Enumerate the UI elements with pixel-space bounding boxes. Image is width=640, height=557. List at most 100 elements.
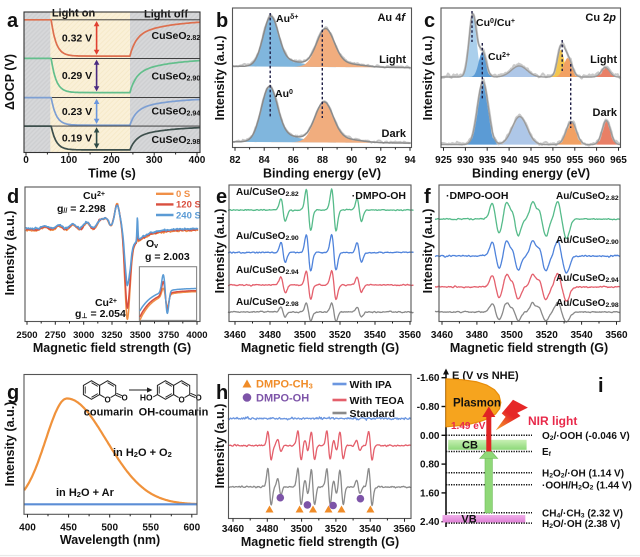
svg-text:Ef: Ef	[542, 447, 552, 458]
svg-text:Au/CuSeO2.90: Au/CuSeO2.90	[236, 231, 299, 242]
svg-text:Intensity (a.u.): Intensity (a.u.)	[421, 36, 435, 121]
svg-text:100: 100	[60, 155, 77, 166]
svg-text:VB: VB	[461, 514, 476, 526]
svg-text:4000: 4000	[186, 330, 207, 341]
svg-text:Cu2+: Cu2+	[488, 51, 510, 63]
svg-text:Magnetic field strength (G): Magnetic field strength (G)	[33, 341, 191, 355]
svg-text:DMPO-OH: DMPO-OH	[256, 393, 309, 405]
svg-text:HO: HO	[140, 392, 153, 402]
svg-text:2.40: 2.40	[420, 517, 440, 528]
svg-text:Au/CuSeO2.94: Au/CuSeO2.94	[556, 273, 619, 284]
svg-text:3460: 3460	[222, 524, 245, 535]
svg-text:H2O2/·OH (1.14 V): H2O2/·OH (1.14 V)	[542, 469, 624, 480]
svg-text:b: b	[216, 10, 228, 32]
svg-text:Light: Light	[379, 54, 406, 66]
svg-text:Au/CuSeO2.98: Au/CuSeO2.98	[556, 298, 619, 309]
svg-text:950: 950	[545, 155, 562, 166]
svg-text:Binding energy (eV): Binding energy (eV)	[263, 167, 381, 181]
svg-text:3520: 3520	[329, 330, 352, 341]
svg-text:Au/CuSeO2.82: Au/CuSeO2.82	[236, 187, 299, 198]
svg-text:a: a	[7, 10, 19, 32]
svg-text:Light on: Light on	[52, 8, 96, 20]
svg-text:930: 930	[457, 155, 474, 166]
svg-text:Au/CuSeO2.82: Au/CuSeO2.82	[556, 191, 619, 202]
svg-text:CB: CB	[462, 440, 478, 452]
svg-text:3500: 3500	[294, 330, 317, 341]
svg-text:3480: 3480	[466, 330, 489, 341]
svg-text:3560: 3560	[605, 330, 628, 341]
svg-text:88: 88	[317, 155, 329, 166]
svg-text:With TEOA: With TEOA	[350, 395, 405, 407]
svg-text:Wavelength (nm): Wavelength (nm)	[60, 533, 160, 547]
svg-text:CuSeO2.94: CuSeO2.94	[152, 106, 201, 118]
svg-text:DMPO-CH3: DMPO-CH3	[256, 379, 313, 391]
svg-text:200: 200	[103, 155, 120, 166]
svg-text:400: 400	[19, 522, 36, 533]
svg-text:Auδ+: Auδ+	[276, 13, 298, 25]
svg-text:O: O	[104, 396, 110, 405]
svg-text:Ov: Ov	[146, 238, 158, 250]
svg-text:3560: 3560	[399, 330, 422, 341]
svg-text:Cu0/Cu+: Cu0/Cu+	[476, 17, 515, 29]
svg-text:g: g	[7, 382, 19, 404]
svg-text:Cu 2p: Cu 2p	[585, 12, 616, 24]
svg-text:0.29 V: 0.29 V	[62, 70, 92, 82]
svg-text:935: 935	[479, 155, 496, 166]
svg-text:240 S: 240 S	[176, 210, 201, 221]
svg-text:g = 2.003: g = 2.003	[145, 251, 190, 263]
svg-text:3500: 3500	[501, 330, 524, 341]
svg-text:With IPA: With IPA	[350, 379, 393, 391]
svg-text:2500: 2500	[16, 330, 37, 341]
svg-text:Intensity (a.u.): Intensity (a.u.)	[3, 211, 17, 296]
svg-text:0.00: 0.00	[420, 431, 440, 442]
svg-text:Dark: Dark	[593, 107, 618, 119]
svg-text:3540: 3540	[359, 524, 382, 535]
svg-text:c: c	[424, 10, 435, 32]
svg-text:Au0: Au0	[275, 88, 293, 100]
svg-text:Au/CuSeO2.94: Au/CuSeO2.94	[236, 265, 299, 276]
svg-text:955: 955	[566, 155, 583, 166]
svg-text:3540: 3540	[570, 330, 593, 341]
svg-text:450: 450	[60, 522, 77, 533]
svg-text:940: 940	[501, 155, 518, 166]
svg-text:3500: 3500	[290, 524, 313, 535]
svg-text:3480: 3480	[256, 524, 279, 535]
svg-text:86: 86	[288, 155, 300, 166]
svg-text:Magnetic field strength (G): Magnetic field strength (G)	[450, 341, 608, 355]
svg-text:120 S: 120 S	[176, 200, 201, 211]
svg-text:Light: Light	[590, 54, 617, 66]
svg-text:92: 92	[375, 155, 387, 166]
svg-text:coumarin: coumarin	[84, 407, 134, 419]
svg-text:965: 965	[610, 155, 627, 166]
svg-text:90: 90	[346, 155, 358, 166]
svg-text:Standard: Standard	[350, 408, 396, 420]
svg-text:Magnetic field strength (G): Magnetic field strength (G)	[241, 535, 399, 549]
svg-text:1.60: 1.60	[420, 488, 440, 499]
svg-text:500: 500	[101, 522, 118, 533]
svg-text:0.23 V: 0.23 V	[62, 106, 92, 118]
svg-text:Dark: Dark	[382, 128, 407, 140]
svg-text:·OOH/H2O2 (1.44 V): ·OOH/H2O2 (1.44 V)	[542, 480, 632, 491]
svg-text:Intensity (a.u.): Intensity (a.u.)	[213, 209, 227, 294]
svg-text:3500: 3500	[130, 330, 151, 341]
svg-text:in H2O + Ar: in H2O + Ar	[56, 487, 115, 499]
svg-text:945: 945	[523, 155, 540, 166]
svg-text:3000: 3000	[73, 330, 94, 341]
svg-text:925: 925	[435, 155, 452, 166]
svg-text:300: 300	[146, 155, 163, 166]
svg-text:·DMPO-OOH: ·DMPO-OOH	[446, 190, 508, 202]
svg-text:82: 82	[229, 155, 241, 166]
svg-text:Au 4f: Au 4f	[377, 12, 406, 24]
svg-text:h: h	[216, 382, 228, 404]
svg-text:NIR light: NIR light	[528, 414, 577, 428]
svg-text:CuSeO2.90: CuSeO2.90	[152, 70, 201, 82]
svg-text:Cu2+: Cu2+	[83, 190, 105, 202]
svg-text:Au/CuSeO2.98: Au/CuSeO2.98	[236, 297, 299, 308]
svg-text:2750: 2750	[45, 330, 66, 341]
svg-text:ΔOCP (V): ΔOCP (V)	[3, 54, 17, 110]
svg-text:O: O	[196, 393, 202, 402]
svg-text:Plasmon: Plasmon	[453, 398, 501, 410]
svg-text:i: i	[598, 375, 604, 397]
svg-text:Intensity (a.u.): Intensity (a.u.)	[421, 209, 435, 294]
svg-text:0.32 V: 0.32 V	[62, 33, 92, 45]
